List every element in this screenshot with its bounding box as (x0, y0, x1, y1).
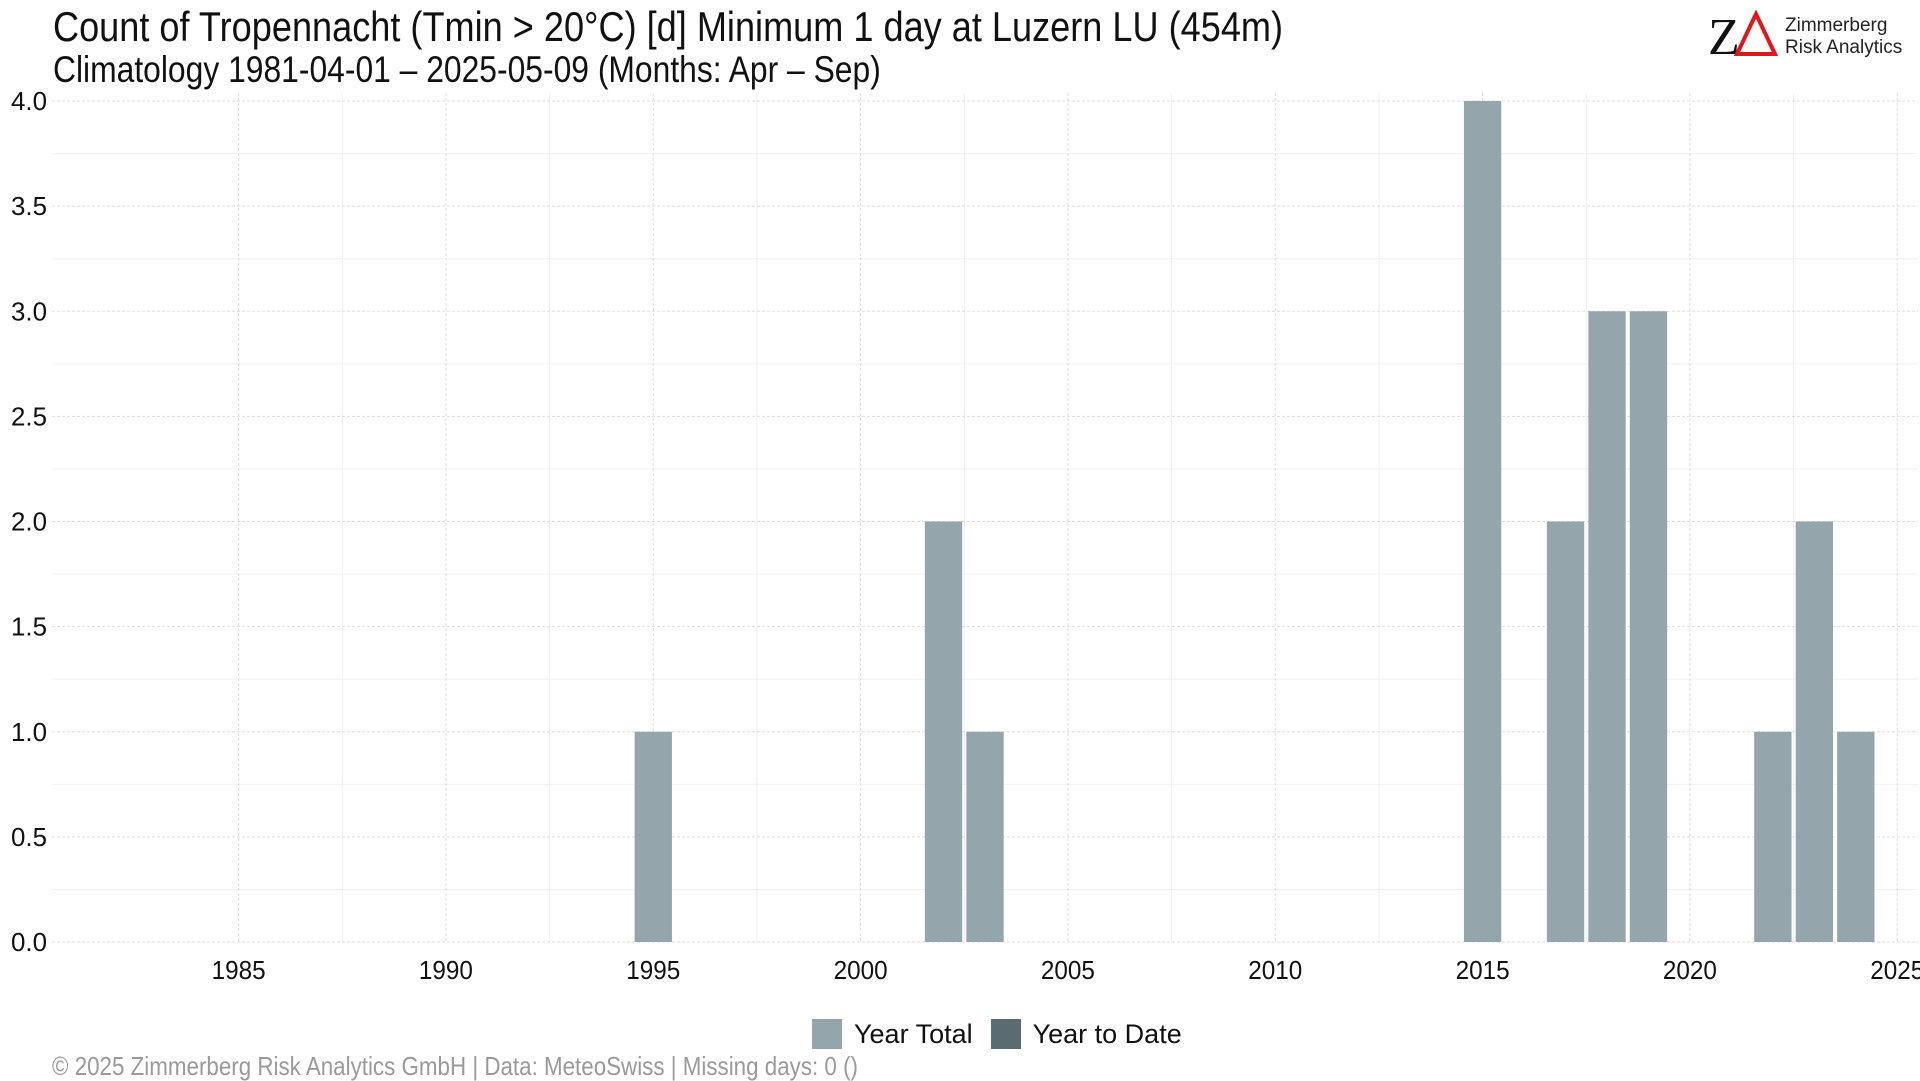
x-tick-label: 2015 (1456, 955, 1510, 985)
bar (1463, 101, 1502, 942)
bar (1546, 521, 1585, 942)
y-tick-label: 3.5 (11, 191, 47, 221)
bar-chart: 0.0 0.5 1.0 1.5 2.0 2.5 3.0 3.5 4.0 1985 1990 1995… (11, 86, 1920, 985)
chart-bars (634, 101, 1875, 942)
legend-item: Year to Date (990, 1018, 1182, 1050)
bar (1795, 521, 1833, 942)
legend-label: Year Total (854, 1018, 973, 1049)
bar (1837, 731, 1875, 942)
x-tick-label: 2010 (1248, 955, 1302, 985)
chart-legend: Year Total Year to Date (812, 1018, 1200, 1050)
x-tick-label: 2000 (834, 955, 888, 985)
y-tick-label: 2.0 (11, 507, 47, 537)
bar (1588, 311, 1626, 942)
chart-subtitle: Climatology 1981-04-01 – 2025-05-09 (Mon… (53, 49, 881, 90)
x-tick-label: 1985 (212, 955, 266, 985)
x-tick-label: 1990 (419, 955, 473, 985)
y-tick-label: 1.5 (11, 612, 47, 642)
company-logo: Z Zimmerberg Risk Analytics (1708, 10, 1908, 60)
y-tick-label: 4.0 (11, 86, 47, 116)
x-tick-label: 2025 (1870, 955, 1920, 985)
y-axis-labels: 0.0 0.5 1.0 1.5 2.0 2.5 3.0 3.5 4.0 (11, 86, 47, 957)
bar (1754, 731, 1792, 942)
logo-line-1: Zimmerberg (1785, 15, 1888, 36)
y-tick-label: 2.5 (11, 401, 47, 431)
bar (924, 521, 963, 942)
logo-delta-icon (1733, 10, 1778, 56)
legend-label: Year to Date (1032, 1018, 1182, 1049)
bar (634, 731, 672, 942)
bar (1629, 311, 1668, 942)
y-tick-label: 1.0 (11, 717, 47, 747)
y-tick-label: 0.0 (11, 927, 47, 957)
legend-swatch (990, 1019, 1021, 1049)
x-tick-label: 2020 (1663, 955, 1717, 985)
footer-credits: © 2025 Zimmerberg Risk Analytics GmbH | … (52, 1051, 858, 1081)
x-tick-label: 2005 (1041, 955, 1095, 985)
legend-swatch (812, 1019, 842, 1049)
bar (966, 731, 1004, 942)
y-tick-label: 0.5 (11, 822, 47, 852)
y-tick-label: 3.0 (11, 296, 47, 326)
logo-mark-icon: Z (1708, 10, 1778, 60)
logo-line-2: Risk Analytics (1785, 37, 1903, 58)
logo-z-letter: Z (1708, 10, 1740, 60)
logo-text: Zimmerberg Risk Analytics (1785, 15, 1902, 59)
chart-title: Count of Tropennacht (Tmin > 20°C) [d] M… (53, 3, 1284, 50)
legend-item: Year Total (812, 1019, 973, 1050)
x-axis-labels: 1985 1990 1995 2000 2005 2010 2015 2020 2025 (212, 955, 1920, 985)
x-tick-label: 1995 (626, 955, 680, 985)
